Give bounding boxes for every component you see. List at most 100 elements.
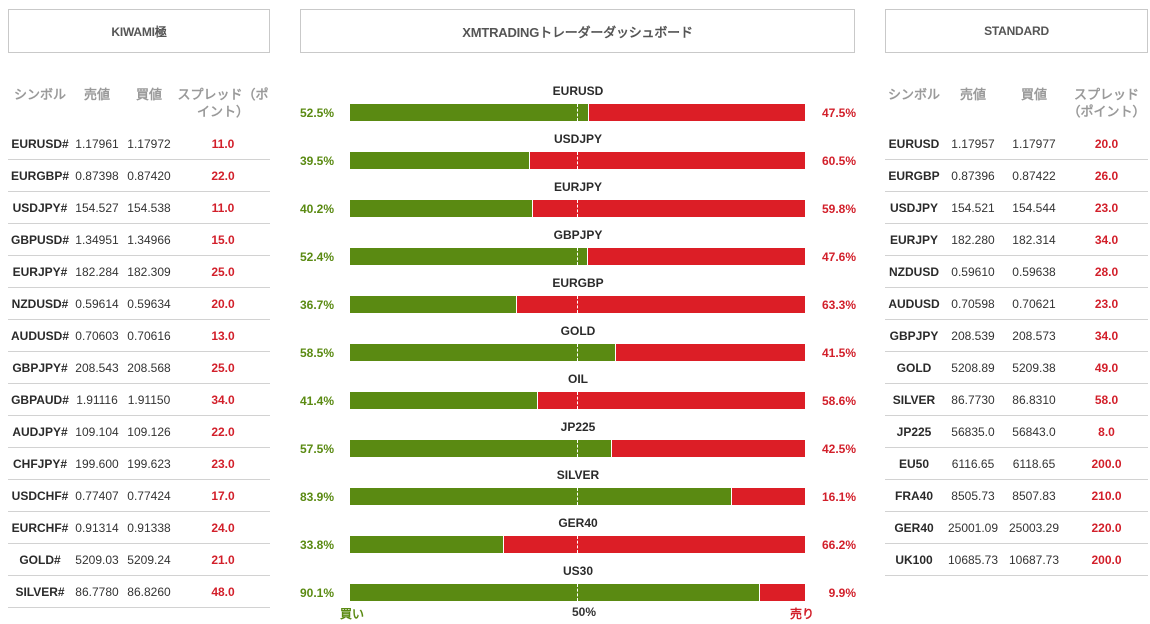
ask-cell: 182.314 bbox=[1012, 232, 1056, 247]
buy-percent: 52.5% bbox=[300, 106, 335, 120]
spread-cell: 24.0 bbox=[211, 520, 235, 535]
spread-cell: 200.0 bbox=[1091, 552, 1122, 567]
dashboard-header: XMTRADINGトレーダーダッシュボード bbox=[300, 9, 855, 53]
standard-header: STANDARD bbox=[885, 9, 1148, 53]
sentiment-row: EURUSD 52.5% 47.5% bbox=[300, 82, 856, 130]
bid-cell: 1.17957 bbox=[951, 136, 995, 151]
sentiment-row: EURGBP 36.7% 63.3% bbox=[300, 274, 856, 322]
spread-cell: 23.0 bbox=[1094, 296, 1119, 311]
midpoint-line bbox=[577, 344, 578, 361]
table-row: UK100 10685.73 10687.73 200.0 bbox=[885, 544, 1148, 576]
table-row: USDCHF# 0.77407 0.77424 17.0 bbox=[8, 480, 270, 512]
sentiment-row: SILVER 83.9% 16.1% bbox=[300, 466, 856, 514]
instrument-label: JP225 bbox=[560, 420, 596, 434]
sell-percent: 63.3% bbox=[821, 298, 856, 312]
buy-bar-fill bbox=[350, 248, 588, 265]
sell-percent: 47.6% bbox=[821, 250, 856, 264]
bid-cell: 182.280 bbox=[951, 232, 995, 247]
table-row: NZDUSD 0.59610 0.59638 28.0 bbox=[885, 256, 1148, 288]
sell-percent: 9.9% bbox=[828, 586, 856, 600]
buy-bar-fill bbox=[350, 440, 612, 457]
table-row: GBPJPY# 208.543 208.568 25.0 bbox=[8, 352, 270, 384]
table-row: EURUSD# 1.17961 1.17972 11.0 bbox=[8, 128, 270, 160]
sentiment-bar bbox=[350, 104, 805, 121]
footer-buy-label: 買い bbox=[340, 607, 365, 621]
symbol-cell: AUDUSD# bbox=[10, 328, 69, 343]
sentiment-row: GBPJPY 52.4% 47.6% bbox=[300, 226, 856, 274]
buy-bar-fill bbox=[350, 488, 732, 505]
ask-cell: 109.126 bbox=[127, 424, 171, 439]
kiwami-header: KIWAMI極 bbox=[8, 9, 270, 53]
sell-percent: 59.8% bbox=[821, 202, 856, 216]
dashboard-header-label: XMTRADINGトレーダーダッシュボード bbox=[462, 24, 693, 40]
spread-cell: 34.0 bbox=[1094, 232, 1119, 247]
buy-percent: 52.4% bbox=[300, 250, 335, 264]
ask-cell: 182.309 bbox=[127, 264, 171, 279]
standard-table-body: EURUSD 1.17957 1.17977 20.0 EURGBP 0.87396 0.8… bbox=[885, 128, 1148, 576]
midpoint-line bbox=[577, 536, 578, 553]
bid-cell: 109.104 bbox=[75, 424, 119, 439]
symbol-cell: FRA40 bbox=[894, 488, 933, 503]
col-symbol: シンボル bbox=[13, 87, 66, 102]
bid-cell: 86.7780 bbox=[75, 584, 119, 599]
bid-cell: 1.34951 bbox=[75, 232, 119, 247]
table-row: JP225 56835.0 56843.0 8.0 bbox=[885, 416, 1148, 448]
symbol-cell: USDJPY# bbox=[12, 200, 68, 215]
symbol-cell: GBPAUD# bbox=[11, 392, 69, 407]
sell-percent: 16.1% bbox=[821, 490, 856, 504]
instrument-label: OIL bbox=[568, 372, 588, 386]
kiwami-table-header: シンボル 売値 買値 スプレッド（ポイント） bbox=[8, 78, 270, 128]
buy-percent: 41.4% bbox=[300, 394, 335, 408]
spread-cell: 220.0 bbox=[1091, 520, 1122, 535]
kiwami-table-body: EURUSD# 1.17961 1.17972 11.0 EURGBP# 0.87398 0… bbox=[8, 128, 270, 608]
table-row: GOLD 5208.89 5209.38 49.0 bbox=[885, 352, 1148, 384]
buy-percent: 58.5% bbox=[300, 346, 335, 360]
symbol-cell: EU50 bbox=[898, 456, 930, 471]
spread-cell: 20.0 bbox=[211, 296, 235, 311]
instrument-label: US30 bbox=[562, 564, 594, 578]
bid-cell: 8505.73 bbox=[951, 488, 995, 503]
spread-cell: 22.0 bbox=[211, 168, 235, 183]
sentiment-bar bbox=[350, 296, 805, 313]
spread-cell: 23.0 bbox=[211, 456, 235, 471]
bid-cell: 0.87396 bbox=[951, 168, 995, 183]
spread-cell: 26.0 bbox=[1094, 168, 1119, 183]
table-row: EURCHF# 0.91314 0.91338 24.0 bbox=[8, 512, 270, 544]
table-row: AUDUSD# 0.70603 0.70616 13.0 bbox=[8, 320, 270, 352]
symbol-cell: GBPJPY bbox=[889, 328, 939, 343]
footer-sell-label: 売り bbox=[790, 607, 815, 621]
symbol-cell: CHFJPY# bbox=[12, 456, 68, 471]
spread-cell: 28.0 bbox=[1094, 264, 1119, 279]
table-row: FRA40 8505.73 8507.83 210.0 bbox=[885, 480, 1148, 512]
ask-cell: 56843.0 bbox=[1012, 424, 1056, 439]
symbol-cell: AUDUSD bbox=[888, 296, 940, 311]
ask-cell: 154.544 bbox=[1012, 200, 1056, 215]
buy-percent: 57.5% bbox=[300, 442, 335, 456]
ask-cell: 86.8310 bbox=[1012, 392, 1056, 407]
buy-percent: 83.9% bbox=[300, 490, 335, 504]
midpoint-line bbox=[577, 296, 578, 313]
spread-cell: 8.0 bbox=[1098, 424, 1115, 439]
ask-cell: 5209.24 bbox=[127, 552, 171, 567]
buy-percent: 36.7% bbox=[300, 298, 335, 312]
ask-cell: 25003.29 bbox=[1008, 520, 1060, 535]
table-row: AUDUSD 0.70598 0.70621 23.0 bbox=[885, 288, 1148, 320]
sell-percent: 66.2% bbox=[821, 538, 856, 552]
spread-cell: 49.0 bbox=[1094, 360, 1119, 375]
symbol-cell: GOLD bbox=[896, 360, 932, 375]
ask-cell: 208.568 bbox=[127, 360, 171, 375]
sentiment-row: GOLD 58.5% 41.5% bbox=[300, 322, 856, 370]
spread-cell: 11.0 bbox=[211, 200, 235, 215]
bid-cell: 0.59610 bbox=[951, 264, 995, 279]
sentiment-bar bbox=[350, 488, 805, 505]
table-row: USDJPY# 154.527 154.538 11.0 bbox=[8, 192, 270, 224]
ask-cell: 6118.65 bbox=[1012, 456, 1056, 471]
symbol-cell: NZDUSD bbox=[889, 264, 939, 279]
bid-cell: 1.91116 bbox=[76, 392, 118, 407]
bid-cell: 56835.0 bbox=[951, 424, 995, 439]
ask-cell: 0.59634 bbox=[127, 296, 171, 311]
midpoint-line bbox=[577, 440, 578, 457]
ask-cell: 0.70621 bbox=[1012, 296, 1056, 311]
spread-cell: 21.0 bbox=[211, 552, 235, 567]
bid-cell: 199.600 bbox=[75, 456, 119, 471]
